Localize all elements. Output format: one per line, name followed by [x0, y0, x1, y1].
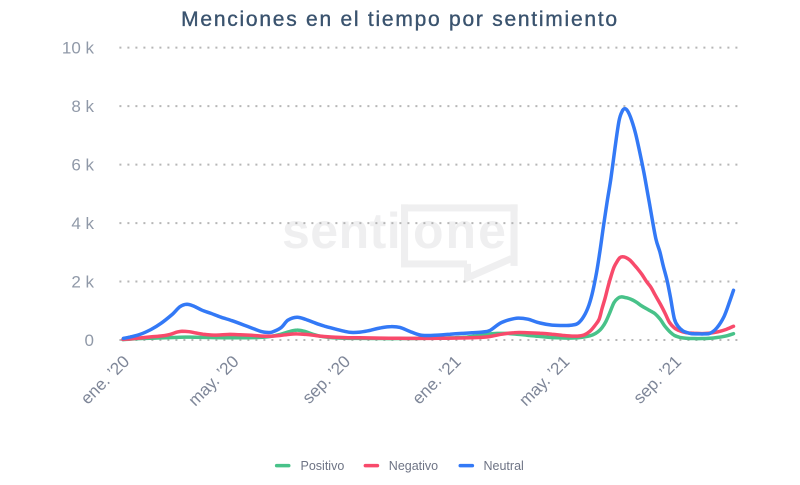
svg-text:6 k: 6 k [71, 156, 94, 175]
svg-text:10 k: 10 k [62, 39, 95, 58]
svg-text:0: 0 [85, 331, 94, 350]
svg-text:senti: senti [282, 203, 401, 259]
svg-text:2 k: 2 k [71, 273, 94, 292]
svg-text:one: one [413, 203, 508, 259]
svg-text:4 k: 4 k [71, 214, 94, 233]
svg-text:Negativo: Negativo [389, 459, 438, 473]
svg-text:Positivo: Positivo [301, 459, 345, 473]
svg-text:Menciones en el tiempo por sen: Menciones en el tiempo por sentimiento [181, 8, 619, 31]
svg-text:Neutral: Neutral [484, 459, 524, 473]
svg-text:8 k: 8 k [71, 97, 94, 116]
